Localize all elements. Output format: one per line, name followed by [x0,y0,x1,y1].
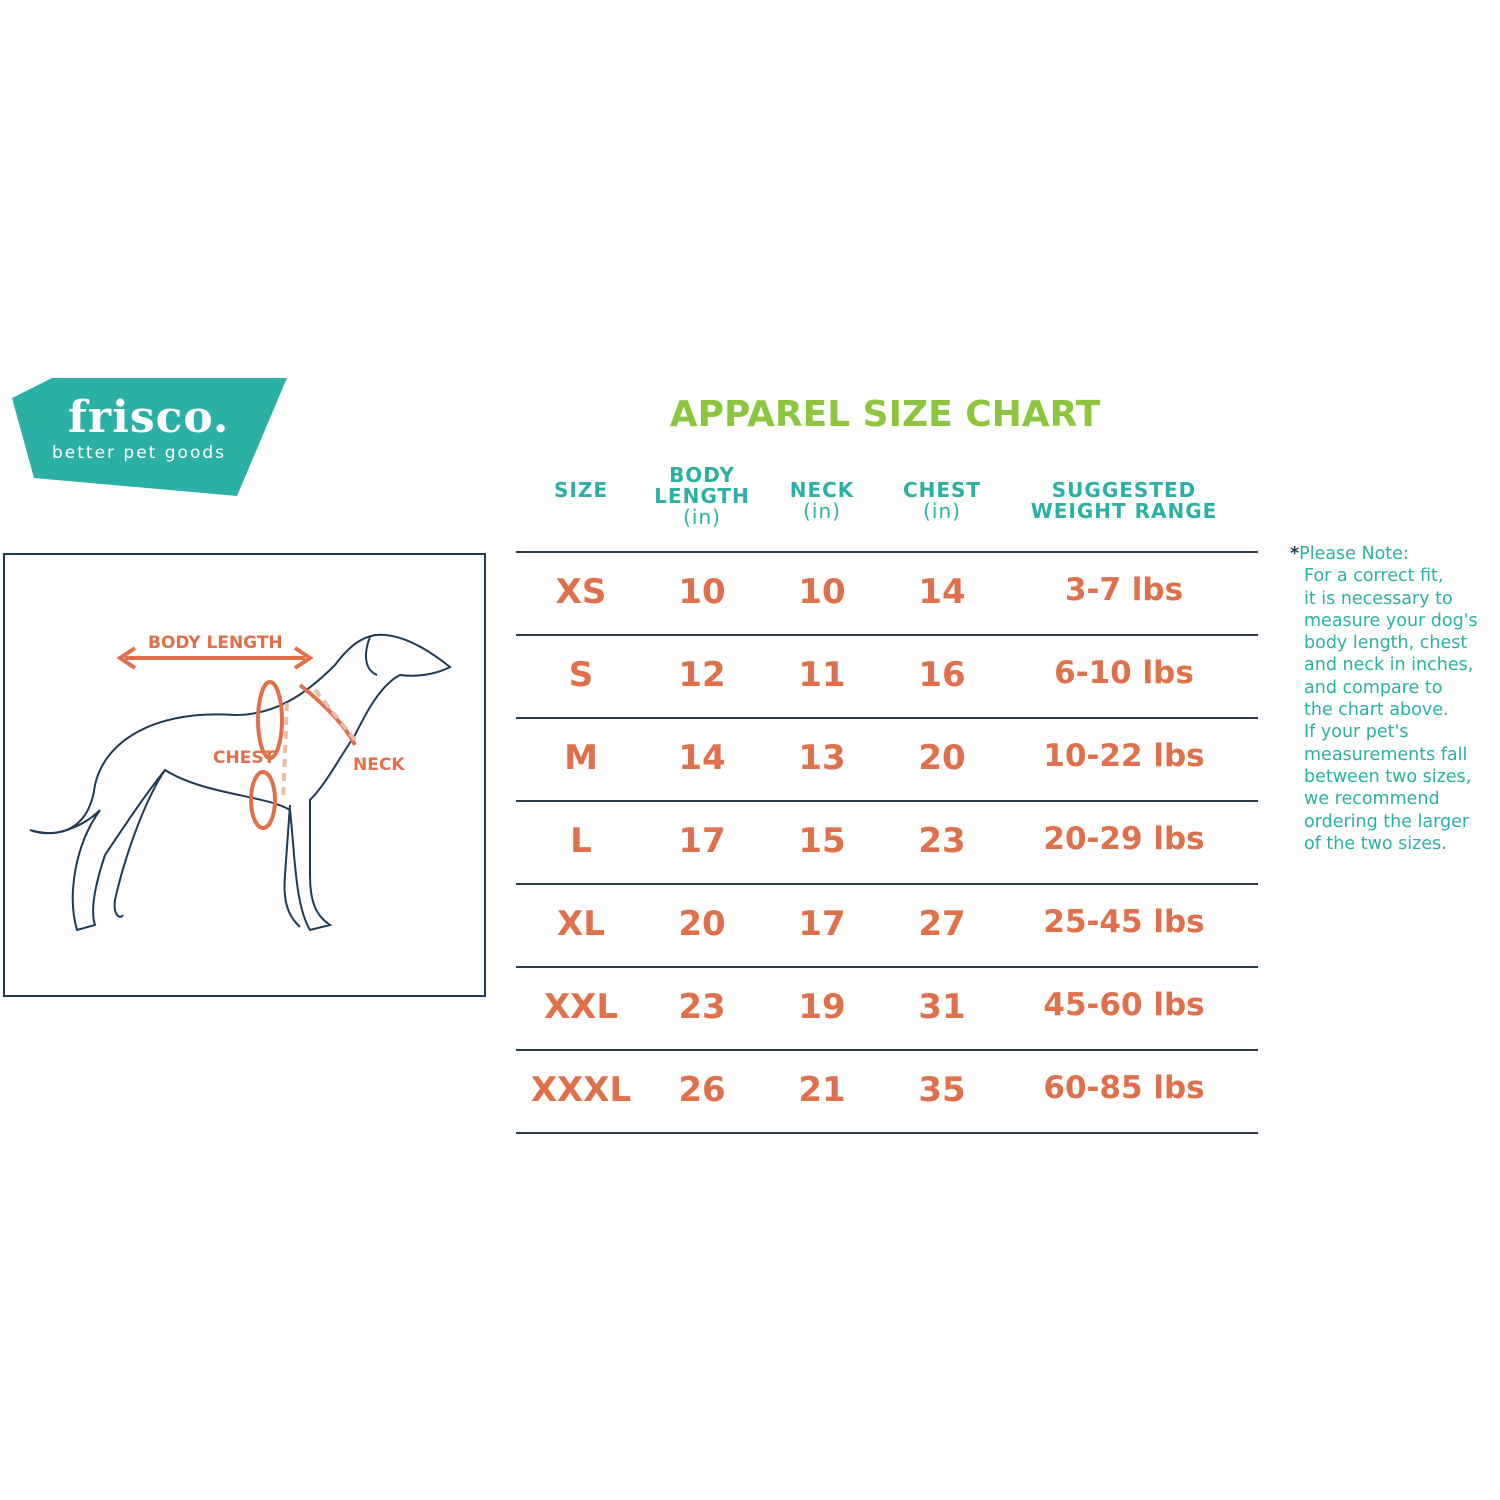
neck-label: NECK [353,755,405,775]
value-cell: 23 [918,821,966,861]
header-label: SIZE [553,478,608,502]
row-divider [516,551,1258,553]
value-cell: 13 [798,738,846,778]
header-label: NECK [789,478,855,502]
value-cell: 19 [798,987,846,1027]
note-line: For a correct fit, [1304,566,1444,587]
size-cell: XXL [543,987,619,1027]
header-unit: (in) [923,499,961,523]
note-line: between two sizes, [1304,766,1472,787]
dog-illustration [29,633,452,932]
size-cell: XL [557,904,605,944]
note-line: measure your dog's [1304,610,1478,631]
note-line: Please Note: [1299,544,1409,564]
size-cell: L [570,821,592,861]
size-cell: S [568,655,594,695]
value-cell: 6-10 lbs [1054,655,1194,691]
note-line: body length, chest [1304,633,1468,654]
value-cell: 17 [678,821,726,861]
value-cell: 16 [918,655,966,695]
value-cell: 20-29 lbs [1043,821,1205,857]
value-cell: 14 [918,572,966,612]
value-cell: 21 [798,1070,846,1110]
header-label: BODY LENGTH [654,463,750,508]
note-line: measurements fall [1304,744,1468,765]
brand-name: frisco. [68,392,230,443]
note-line: If your pet's [1304,722,1409,743]
value-cell: 20 [918,738,966,778]
value-cell: 12 [678,655,726,695]
page-title: APPAREL SIZE CHART [669,394,1101,435]
dog-measurement-diagram: BODY LENGTH CHEST NECK [3,553,486,997]
note-line: we recommend [1304,789,1440,810]
value-cell: 45-60 lbs [1043,987,1205,1023]
value-cell: 26 [678,1070,726,1110]
size-cell: XXXL [530,1070,632,1110]
asterisk: * [1290,544,1300,564]
value-cell: 31 [918,987,966,1027]
row-divider [516,883,1258,885]
value-cell: 10 [678,572,726,612]
value-cell: 15 [798,821,846,861]
header-label: SUGGESTED WEIGHT RANGE [1030,478,1218,523]
value-cell: 23 [678,987,726,1027]
size-cell: M [564,738,598,778]
note-line: it is necessary to [1304,588,1453,609]
column-header: CHEST (in) [892,480,992,522]
value-cell: 17 [798,904,846,944]
column-header: BODY LENGTH (in) [647,465,757,528]
header-unit: (in) [683,505,721,529]
note-line: the chart above. [1304,700,1449,721]
note-line: of the two sizes. [1304,833,1447,854]
row-divider [516,634,1258,636]
value-cell: 10 [798,572,846,612]
value-cell: 3-7 lbs [1064,572,1184,608]
header-unit: (in) [803,499,841,523]
sizing-note: *Please Note: For a correct fit, it is n… [1290,543,1478,855]
column-header: SIZE [541,480,621,501]
brand-tagline: better pet goods [52,443,226,463]
row-divider [516,1132,1258,1134]
column-header: NECK (in) [777,480,867,522]
value-cell: 35 [918,1070,966,1110]
row-divider [516,1049,1258,1051]
column-header: SUGGESTED WEIGHT RANGE [1024,480,1224,522]
note-line: and compare to [1304,677,1443,698]
frisco-logo-badge [12,378,287,496]
row-divider [516,717,1258,719]
chest-label: CHEST [213,748,276,768]
value-cell: 20 [678,904,726,944]
value-cell: 11 [798,655,846,695]
value-cell: 60-85 lbs [1043,1070,1205,1106]
value-cell: 14 [678,738,726,778]
value-cell: 27 [918,904,966,944]
row-divider [516,800,1258,802]
size-cell: XS [555,572,607,612]
row-divider [516,966,1258,968]
header-label: CHEST [902,478,982,502]
note-line: ordering the larger [1304,811,1470,832]
value-cell: 25-45 lbs [1043,904,1205,940]
body-length-label: BODY LENGTH [148,633,283,653]
note-line: and neck in inches, [1304,655,1474,676]
value-cell: 10-22 lbs [1043,738,1205,774]
